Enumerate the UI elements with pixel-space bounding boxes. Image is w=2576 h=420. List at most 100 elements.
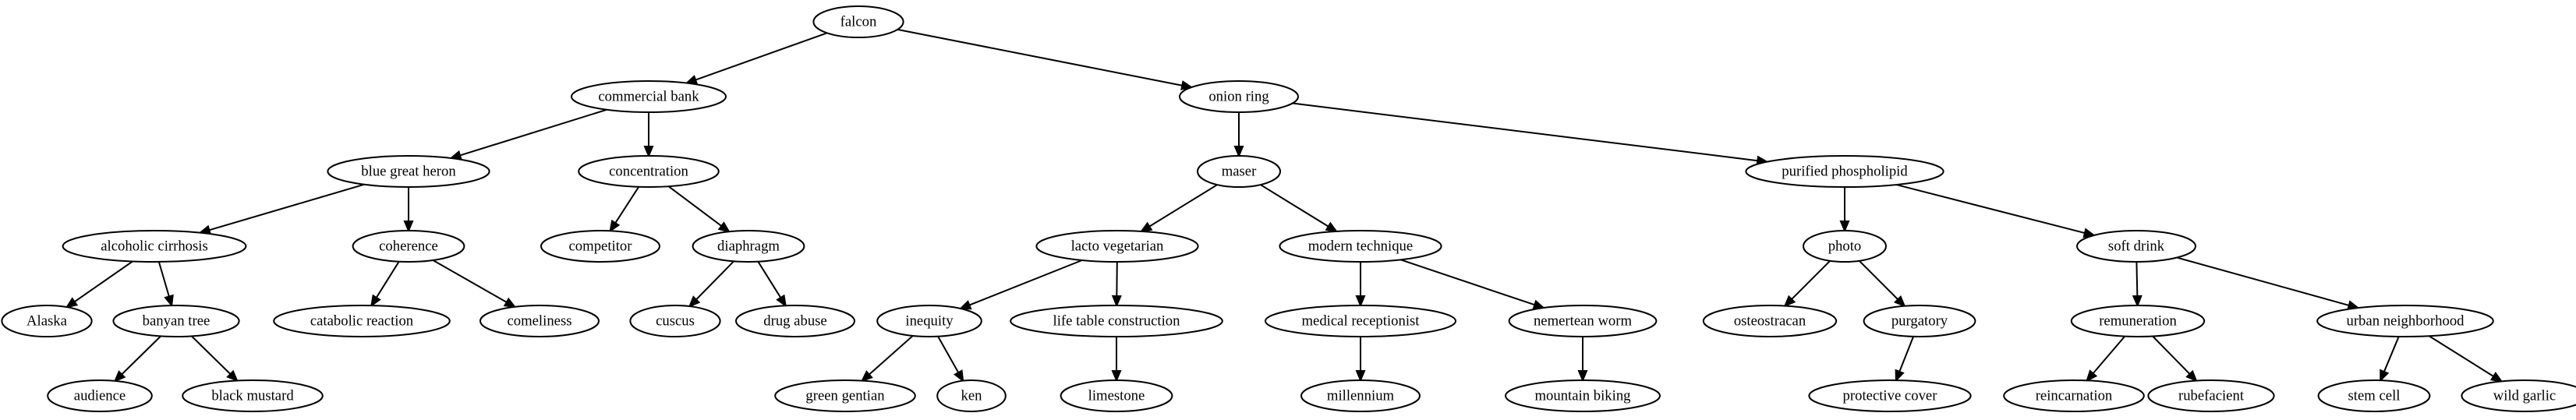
arrowhead-icon (1111, 295, 1122, 308)
node-onion-ring: onion ring (1179, 80, 1299, 113)
node-label: concentration (609, 164, 688, 180)
arrowhead-icon (1355, 370, 1366, 383)
arrowhead-icon (954, 369, 964, 383)
node-ellipse (812, 5, 904, 38)
node-protective-cover: protective cover (1808, 379, 1972, 412)
edge-line (375, 261, 400, 298)
arrowhead-icon (113, 370, 126, 383)
node-photo: photo (1803, 230, 1887, 263)
node-label: limestone (1088, 388, 1145, 404)
node-ellipse (182, 379, 324, 412)
arrowhead-icon (643, 146, 654, 158)
node-label: comeliness (507, 313, 571, 330)
edge-line (1400, 259, 1535, 306)
edge-line (667, 185, 723, 227)
edge-line (757, 261, 782, 298)
edge (1111, 337, 1122, 383)
node-catabolic-reaction: catabolic reaction (273, 305, 451, 337)
edge-line (897, 28, 1183, 86)
node-label: nemertean worm (1534, 313, 1633, 330)
node-ellipse (1179, 80, 1299, 113)
edge (1783, 260, 1831, 308)
node-ellipse (1702, 305, 1838, 337)
edge (1233, 112, 1244, 158)
node-rubefacient: rubefacient (2147, 379, 2275, 412)
edge (65, 260, 133, 309)
node-label: millennium (1327, 388, 1395, 404)
node-label: drug abuse (763, 313, 826, 330)
edge (1355, 262, 1366, 308)
edge-line (209, 183, 365, 231)
edge (449, 108, 607, 161)
edge-line (869, 335, 914, 376)
node-remuneration: remuneration (2070, 305, 2206, 337)
node-ellipse (876, 305, 982, 337)
node-label: ken (961, 388, 983, 404)
node-ellipse (352, 230, 465, 263)
edge-line (432, 259, 508, 303)
arrowhead-icon (1893, 295, 1906, 308)
node-limestone: limestone (1060, 379, 1173, 412)
arrowhead-icon (2489, 371, 2503, 383)
node-ellipse (2147, 379, 2275, 412)
edge (2176, 256, 2360, 310)
node-ellipse (1265, 305, 1456, 337)
node-urban-neighborhood: urban neighborhood (2316, 305, 2494, 337)
node-label: coherence (379, 238, 438, 255)
edge (191, 335, 239, 383)
edge (685, 32, 828, 85)
edge-line (2092, 335, 2126, 374)
node-competitor: competitor (540, 230, 660, 263)
node-label: alcoholic cirrhosis (101, 238, 208, 255)
edge (643, 112, 654, 158)
node-ellipse (1197, 155, 1281, 188)
node-ellipse (112, 305, 240, 337)
node-label: wild garlic (2493, 388, 2556, 404)
nodes-layer: falcon commercial bank onion ring blue grea… (1, 5, 2576, 412)
node-label: mountain biking (1534, 388, 1630, 404)
arrowhead-icon (2132, 295, 2143, 308)
node-concentration: concentration (578, 155, 720, 188)
node-maser: maser (1197, 155, 1281, 188)
node-coherence: coherence (352, 230, 465, 263)
node-millennium: millennium (1300, 379, 1421, 412)
edge (1896, 184, 2097, 238)
node-ellipse (1745, 155, 1944, 188)
node-label: falcon (840, 14, 877, 30)
node-drug-abuse: drug abuse (735, 305, 855, 337)
edge (958, 259, 1083, 310)
arrowhead-icon (1577, 370, 1588, 383)
node-label: diaphragm (717, 238, 780, 255)
edge-line (968, 259, 1083, 306)
node-nemertean-worm: nemertean worm (1508, 305, 1658, 337)
node-ellipse (1060, 379, 1173, 412)
node-ellipse (2317, 379, 2431, 412)
edge-line (1896, 184, 2086, 235)
edge (757, 261, 787, 308)
node-ellipse (1035, 230, 1199, 263)
node-ellipse (62, 230, 247, 263)
edge-line (1791, 260, 1831, 300)
node-ellipse (774, 379, 916, 412)
node-ellipse (540, 230, 660, 263)
node-ellipse (1808, 379, 1972, 412)
edge (2132, 261, 2143, 308)
arrowhead-icon (403, 221, 414, 233)
node-ellipse (2070, 305, 2206, 337)
node-ellipse (273, 305, 451, 337)
node-label: competitor (569, 238, 633, 255)
node-audience: audience (47, 379, 153, 412)
edge (2380, 336, 2400, 383)
node-ellipse (1803, 230, 1887, 263)
node-label: osteostracan (1734, 313, 1806, 330)
node-label: catabolic reaction (310, 313, 414, 330)
edge (1859, 260, 1906, 308)
edge (937, 336, 964, 383)
edge (370, 261, 400, 308)
edge-line (1260, 184, 1329, 228)
arrowhead-icon (226, 369, 239, 383)
node-lacto-vegetarian: lacto vegetarian (1035, 230, 1199, 263)
edge (897, 28, 1194, 90)
node-wild-garlic: wild garlic (2461, 379, 2576, 412)
edge-line (191, 335, 232, 375)
